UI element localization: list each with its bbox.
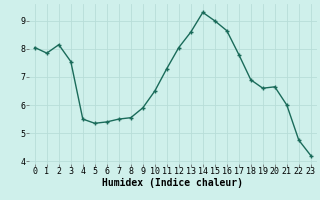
- X-axis label: Humidex (Indice chaleur): Humidex (Indice chaleur): [102, 178, 243, 188]
